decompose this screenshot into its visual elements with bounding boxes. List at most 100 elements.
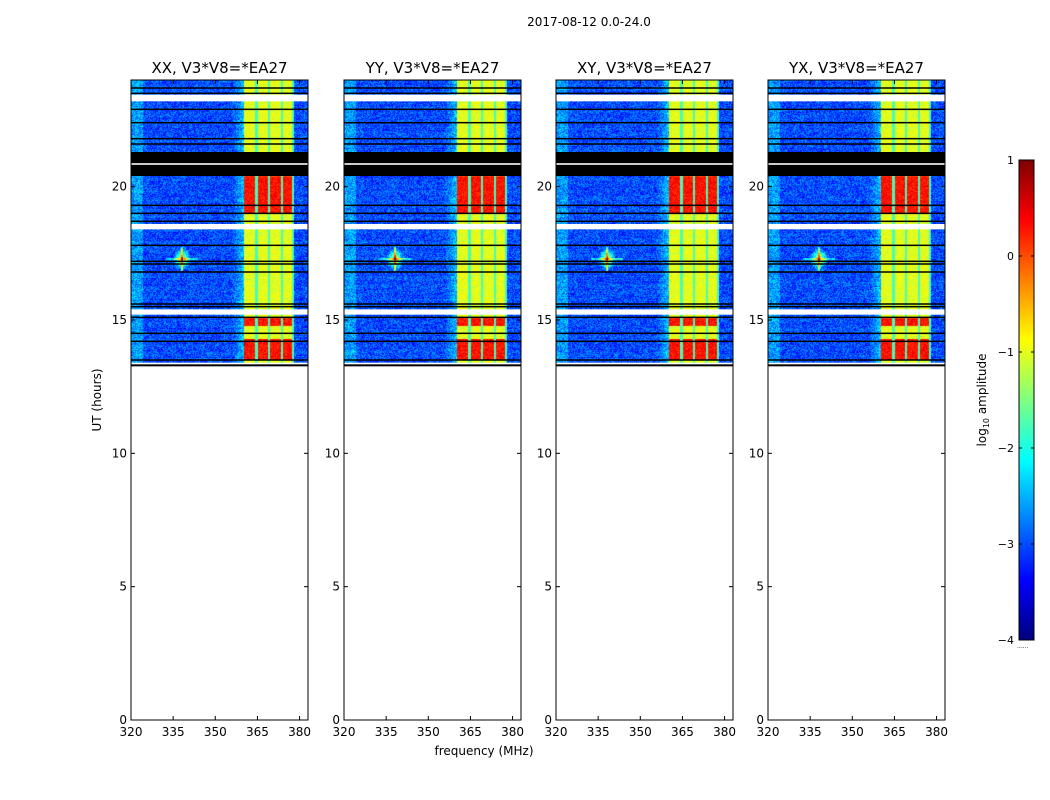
ytick-label-2-3: 15 [537,313,552,327]
flag-line-2-19 [556,92,733,95]
colorbar-tick-label-0: 1 [1007,154,1014,167]
flag-line-1-9 [344,244,521,247]
panel-1: YY, V3*V8=*EA27 320 335 350 365 380 0 5 10 15 20 [325,59,524,739]
flag-line-0-14 [131,143,308,145]
xtick-label-1-2: 350 [417,725,440,739]
white-gap-3-0 [768,362,945,366]
panel-frame-3 [767,79,946,721]
data-edge-2 [556,364,733,367]
ytick-label-0-1: 5 [119,580,127,594]
colorbar-bottom-note: ...... [1017,643,1029,650]
flag-line-0-3 [131,316,308,319]
panel-2: XY, V3*V8=*EA27 320 335 350 365 380 0 5 10 15 20 [537,59,736,739]
flag-line-1-17 [344,108,521,111]
flag-line-3-16 [768,121,945,124]
ytick-label-1-1: 5 [332,580,340,594]
flag-line-1-20 [344,87,521,89]
flag-stripe-1 [344,163,521,165]
white-gap-2-1 [556,309,733,315]
xtick-label-2-3: 365 [671,725,694,739]
flag-line-1-12 [344,212,521,215]
ytick-label-3-3: 15 [749,313,764,327]
flag-line-1-0 [344,359,521,361]
flag-line-1-4 [344,305,521,308]
white-gap-0-3 [131,94,308,102]
ytick-label-3-0: 0 [756,713,764,727]
ytick-label-3-1: 5 [756,580,764,594]
ytick-label-2-0: 0 [544,713,552,727]
data-edge-3 [768,364,945,367]
flag-line-0-11 [131,220,308,223]
panel-frame-0 [130,79,309,721]
flag-line-3-2 [768,332,945,335]
flag-line-3-5 [768,303,945,305]
ytick-label-3-4: 20 [749,180,764,194]
white-gap-0-0 [131,362,308,366]
ytick-label-0-0: 0 [119,713,127,727]
flag-line-1-8 [344,260,521,263]
ytick-label-1-2: 10 [325,446,340,460]
white-gap-2-0 [556,362,733,366]
flag-line-1-13 [344,204,521,207]
flag-line-0-4 [131,305,308,308]
flag-line-0-12 [131,212,308,215]
flag-line-3-4 [768,305,945,308]
xtick-label-1-0: 320 [333,725,356,739]
xtick-label-0-1: 335 [162,725,185,739]
flag-line-1-16 [344,121,521,124]
ytick-label-2-2: 10 [537,446,552,460]
xtick-label-3-3: 365 [883,725,906,739]
flag-stripe-0 [131,163,308,165]
flag-line-2-5 [556,303,733,305]
ytick-label-3-2: 10 [749,446,764,460]
colorbar: 10−1−2−3−4 ......log10 amplitude [975,154,1035,650]
flag-line-0-17 [131,108,308,111]
x-axis-label: frequency (MHz) [434,744,533,758]
flag-line-3-3 [768,316,945,319]
panel-3: YX, V3*V8=*EA27 320 335 350 365 380 0 5 10 15 20 [749,59,948,739]
ytick-label-0-4: 20 [112,180,127,194]
colorbar-label-sub: 10 [982,418,991,428]
colorbar-tick-label-3: −2 [998,442,1014,455]
flag-line-0-7 [131,263,308,265]
flag-line-3-19 [768,92,945,95]
flag-line-3-13 [768,204,945,207]
flag-line-3-17 [768,108,945,111]
flag-line-0-13 [131,204,308,207]
xtick-label-0-0: 320 [120,725,143,739]
data-edge-1 [344,364,521,367]
ytick-label-0-3: 15 [112,313,127,327]
flag-line-1-19 [344,92,521,95]
flag-line-1-11 [344,220,521,223]
flag-line-3-6 [768,271,945,273]
flag-line-2-16 [556,121,733,124]
flag-line-2-0 [556,359,733,361]
white-gap-1-0 [344,362,521,366]
white-gap-3-3 [768,94,945,102]
panel-title-2: XY, V3*V8=*EA27 [577,59,712,77]
flag-line-3-20 [768,87,945,89]
colorbar-label: log10 amplitude [975,354,991,447]
colorbar-label-prefix: log [975,428,989,446]
flag-line-0-20 [131,87,308,89]
xtick-label-1-3: 365 [459,725,482,739]
colorbar-bar [1018,159,1035,641]
flag-line-0-6 [131,271,308,273]
flag-stripe-3 [768,163,945,165]
flag-line-0-9 [131,244,308,247]
xtick-label-2-0: 320 [545,725,568,739]
white-gap-2-2 [556,224,733,230]
xtick-label-2-1: 335 [587,725,610,739]
xtick-label-0-3: 365 [246,725,269,739]
xtick-label-2-4: 380 [713,725,736,739]
flag-line-3-15 [768,137,945,140]
flag-line-2-1 [556,340,733,343]
flag-line-1-5 [344,303,521,305]
flag-line-0-15 [131,137,308,140]
flag-line-2-20 [556,87,733,89]
flag-line-3-7 [768,263,945,265]
ytick-label-1-4: 20 [325,180,340,194]
white-gap-1-3 [344,94,521,102]
